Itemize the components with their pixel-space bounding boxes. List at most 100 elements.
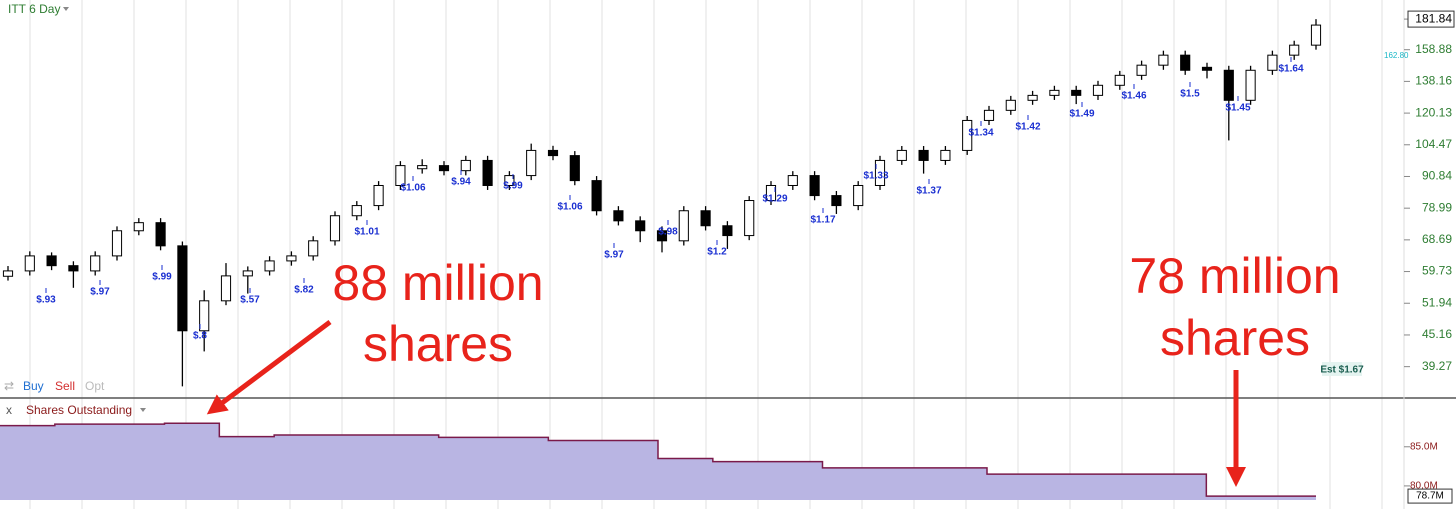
- earnings-label: $.97: [604, 250, 624, 261]
- candle-body: [46, 255, 57, 267]
- candle-body: [635, 220, 646, 232]
- candle-body: [1267, 54, 1278, 71]
- candle-body: [874, 159, 886, 186]
- annotation: 88 million: [332, 255, 543, 311]
- price-box: [1407, 10, 1455, 28]
- candle-body: [809, 175, 820, 197]
- earnings-label: $1.01: [354, 227, 379, 238]
- earnings-label: $1.2: [707, 247, 727, 258]
- candle-body: [722, 225, 733, 237]
- candle-body: [547, 149, 559, 157]
- earnings-label: $.94: [451, 177, 471, 188]
- candle-body: [787, 175, 798, 186]
- candle-body: [68, 265, 79, 272]
- earnings-label: $1.42: [1015, 122, 1040, 133]
- estimate-label: Est $1.67: [1320, 365, 1364, 376]
- earnings-label: $1.46: [1121, 91, 1146, 102]
- earnings-label: $.93: [36, 295, 56, 306]
- area: [0, 423, 1316, 500]
- earnings-label: $1.34: [968, 128, 993, 139]
- candle-body: [1005, 99, 1016, 111]
- candle-body: [395, 165, 406, 186]
- candle-body: [24, 255, 35, 272]
- y-tick-label: 39.27: [1422, 359, 1452, 373]
- earnings-label: $1.49: [1069, 109, 1094, 120]
- candle-body: [1180, 54, 1191, 71]
- estimate-box: [1322, 362, 1362, 376]
- candle-body: [199, 300, 210, 332]
- earnings-label: $.97: [90, 287, 110, 298]
- candle-body: [1201, 66, 1213, 71]
- candle-body: [983, 109, 995, 121]
- earnings-label: $1.37: [916, 186, 941, 197]
- earnings-label: $1.5: [1180, 89, 1200, 100]
- candle-body: [438, 165, 450, 172]
- earnings-label: $.99: [503, 181, 523, 192]
- candle-body: [264, 260, 275, 272]
- candle-body: [1289, 44, 1300, 56]
- dropdown-icon[interactable]: [140, 408, 146, 412]
- y-tick-label: 120.13: [1415, 105, 1452, 119]
- candle-body: [1027, 94, 1038, 101]
- candle-body: [918, 149, 929, 161]
- area-line: [0, 422, 1316, 497]
- candle-body: [1071, 89, 1082, 96]
- candle-body: [853, 184, 864, 207]
- earnings-label: $.98: [658, 227, 678, 238]
- candle-body: [678, 210, 689, 242]
- close-pane[interactable]: x: [6, 403, 12, 417]
- candle-body: [1245, 69, 1256, 101]
- grid: [29, 0, 1383, 509]
- candle-body: [482, 159, 493, 186]
- dropdown-icon[interactable]: [63, 7, 69, 11]
- earnings-label: $1.45: [1225, 103, 1250, 114]
- candle-body: [962, 119, 973, 151]
- candle-body: [220, 275, 232, 302]
- swap-icon[interactable]: ⇄: [4, 379, 14, 393]
- pane-title[interactable]: Shares Outstanding: [26, 403, 132, 417]
- candle-body: [613, 210, 624, 222]
- annotation: shares: [363, 316, 513, 372]
- y-tick-label: 85.0M: [1410, 441, 1438, 452]
- y-tick-label: 181.84: [1415, 11, 1452, 25]
- earnings-label: $.8: [193, 331, 207, 342]
- candle-body: [1136, 64, 1147, 76]
- opt-button[interactable]: Opt: [85, 379, 105, 393]
- y-tick-label: 45.16: [1422, 327, 1452, 341]
- symbol-title[interactable]: ITT 6 Day: [8, 2, 60, 16]
- side-label: 162.80: [1384, 51, 1409, 60]
- candle-body: [656, 230, 668, 242]
- candle-body: [896, 149, 907, 161]
- sell-button[interactable]: Sell: [55, 379, 75, 393]
- candle-body: [831, 195, 842, 207]
- buy-button[interactable]: Buy: [23, 379, 44, 393]
- candle-body: [373, 184, 384, 207]
- candle-body: [90, 255, 101, 272]
- candle-body: [308, 240, 319, 257]
- earnings-label: $.82: [294, 285, 314, 296]
- annotation: shares: [1160, 310, 1310, 366]
- candle-body: [591, 180, 602, 212]
- candle-body: [329, 215, 341, 242]
- y-tick-label: 68.69: [1422, 232, 1452, 246]
- plot: 39.27 45.16 51.94 59.73 68.69 78.99 90.84 104.4…: [0, 10, 1455, 504]
- earnings-label: $1.64: [1278, 64, 1303, 75]
- candle-body: [765, 184, 777, 202]
- candle-body: [460, 159, 471, 172]
- candle-body: [569, 155, 580, 182]
- candle-body: [417, 165, 428, 170]
- y-tick-label: 80.0M: [1410, 481, 1438, 492]
- candle-body: [1223, 69, 1234, 101]
- y-tick-label: 138.16: [1415, 74, 1452, 88]
- candle-body: [155, 222, 166, 247]
- value-box: [1407, 488, 1453, 504]
- arrow: [206, 320, 332, 415]
- y-tick-label: 158.88: [1415, 42, 1452, 56]
- earnings-label: $1.06: [557, 202, 582, 213]
- candle-body: [2, 270, 14, 277]
- y-tick-label: 78.99: [1422, 200, 1452, 214]
- candle-body: [1158, 54, 1169, 66]
- candle-body: [700, 210, 711, 227]
